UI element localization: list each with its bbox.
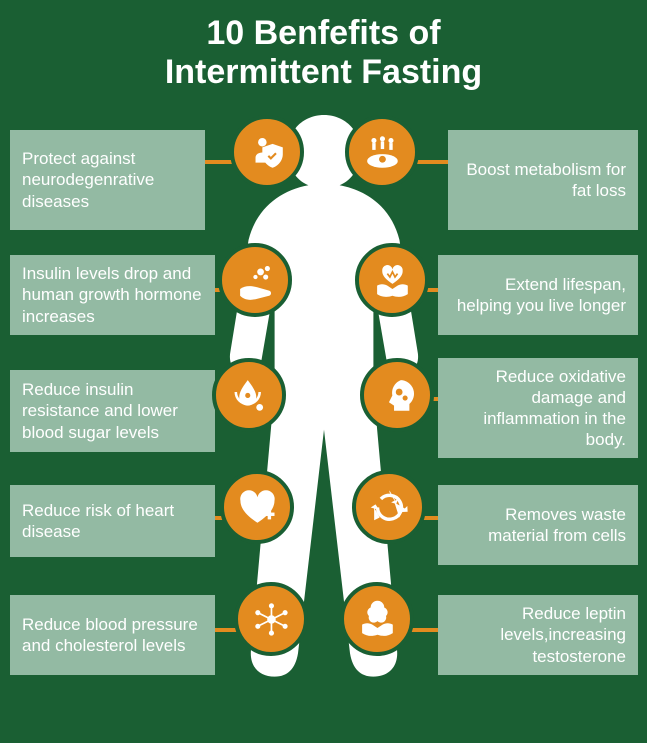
benefit-box: Reduce oxidative damage and inflammation… [438, 358, 638, 458]
benefit-box: Boost metabolism for fat loss [448, 130, 638, 230]
molecule-icon [234, 582, 308, 656]
head-gears-icon [360, 358, 434, 432]
benefit-label: Protect against neurodegenrative disease… [22, 148, 193, 212]
scale-people-icon [345, 115, 419, 189]
hands-heart-icon [355, 243, 429, 317]
benefit-box: Reduce blood pressure and cholesterol le… [10, 595, 215, 675]
benefit-box: Insulin levels drop and human growth hor… [10, 255, 215, 335]
benefit-label: Reduce blood pressure and cholesterol le… [22, 614, 203, 657]
blood-drop-stetho-icon [212, 358, 286, 432]
benefit-label: Reduce oxidative damage and inflammation… [450, 366, 626, 451]
benefit-box: Reduce leptin levels,increasing testoste… [438, 595, 638, 675]
infographic-title: 10 Benfefits ofIntermittent Fasting [0, 14, 647, 92]
benefit-label: Extend lifespan, helping you live longer [450, 274, 626, 317]
benefit-label: Reduce leptin levels,increasing testoste… [450, 603, 626, 667]
benefit-box: Extend lifespan, helping you live longer [438, 255, 638, 335]
shield-person-icon [230, 115, 304, 189]
benefit-box: Reduce insulin resistance and lower bloo… [10, 370, 215, 452]
benefit-box: Protect against neurodegenrative disease… [10, 130, 205, 230]
benefit-label: Boost metabolism for fat loss [460, 159, 626, 202]
infographic-canvas: 10 Benfefits ofIntermittent Fasting Prot… [0, 0, 647, 743]
benefit-label: Reduce insulin resistance and lower bloo… [22, 379, 203, 443]
benefit-box: Reduce risk of heart disease [10, 485, 215, 557]
benefit-label: Insulin levels drop and human growth hor… [22, 263, 203, 327]
benefit-label: Reduce risk of heart disease [22, 500, 203, 543]
benefit-box: Removes waste material from cells [438, 485, 638, 565]
heart-plus-icon [220, 470, 294, 544]
benefit-label: Removes waste material from cells [450, 504, 626, 547]
hand-pills-icon [218, 243, 292, 317]
hands-brain-icon [340, 582, 414, 656]
recycle-icon [352, 470, 426, 544]
